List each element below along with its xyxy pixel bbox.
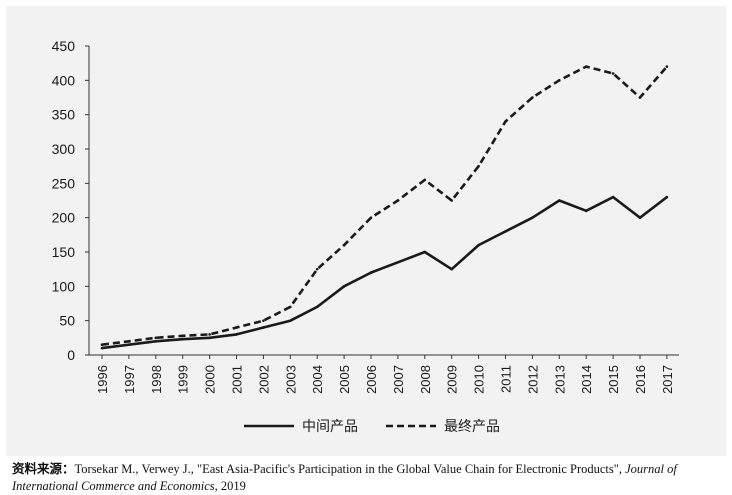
y-tick-label: 350 — [52, 107, 76, 123]
source-citation: Torsekar M., Verwey J., "East Asia-Pacif… — [74, 462, 622, 476]
data-point — [208, 336, 211, 340]
data-point — [235, 326, 238, 329]
x-tick-label: 2004 — [310, 365, 325, 394]
y-tick-label: 400 — [52, 72, 76, 88]
data-point — [584, 65, 588, 68]
data-point — [665, 195, 669, 199]
x-tick-label: 2003 — [283, 365, 298, 394]
x-tick-label: 2007 — [391, 365, 406, 394]
data-point — [262, 326, 265, 329]
x-tick-label: 2015 — [606, 365, 621, 394]
chart-panel: 0 50 100 150 200 250 300 350 400 450 1996 1997 1998 1… — [6, 6, 726, 456]
data-point — [315, 267, 319, 271]
data-point — [154, 336, 158, 340]
x-tick-label: 2001 — [230, 365, 245, 394]
data-point — [477, 164, 480, 168]
x-tick-label: 2016 — [633, 365, 648, 394]
data-point — [423, 178, 427, 182]
series-line-1 — [101, 195, 668, 350]
x-tick-label: 2006 — [364, 365, 379, 394]
data-point — [450, 267, 454, 271]
series-line-2 — [101, 65, 668, 346]
x-tick-label: 1996 — [95, 365, 110, 394]
data-point — [262, 319, 265, 322]
x-tick-label: 2013 — [552, 365, 567, 394]
x-tick-label: 1998 — [149, 365, 164, 394]
y-tick-label: 450 — [52, 38, 76, 54]
data-point — [100, 346, 104, 350]
data-point — [450, 199, 454, 202]
y-tick-label: 300 — [52, 141, 76, 157]
data-point — [558, 199, 561, 202]
x-tick-label: 1999 — [176, 365, 191, 394]
data-point — [369, 271, 373, 274]
data-point — [665, 65, 669, 68]
data-point — [289, 319, 292, 322]
data-point — [181, 334, 184, 338]
x-tick-label: 2014 — [579, 365, 594, 394]
data-point — [558, 79, 561, 82]
x-tick-label: 2011 — [499, 365, 514, 393]
legend-label-1: 中间产品 — [302, 419, 358, 435]
data-point — [611, 195, 615, 199]
data-point — [100, 343, 104, 347]
source-label: 资料来源： — [12, 462, 75, 476]
x-tick-label: 2000 — [203, 365, 218, 394]
data-point — [396, 261, 400, 264]
data-point — [531, 96, 534, 99]
x-tick-label: 2009 — [445, 365, 460, 394]
data-point — [127, 339, 131, 343]
data-point — [638, 216, 642, 219]
y-tick-label: 0 — [67, 347, 75, 363]
data-point — [315, 305, 319, 309]
data-point — [289, 305, 292, 309]
data-point — [531, 216, 534, 219]
y-tick-label: 200 — [52, 210, 76, 226]
data-point — [342, 243, 346, 247]
data-point — [504, 120, 507, 123]
data-point — [611, 72, 615, 75]
data-point — [369, 216, 373, 219]
source-year: , 2019 — [214, 479, 246, 493]
data-point — [154, 339, 158, 343]
legend-label-2: 最终产品 — [444, 419, 500, 435]
data-point — [181, 337, 184, 341]
x-tick-label: 1997 — [122, 365, 137, 394]
y-tick-label: 250 — [52, 175, 76, 191]
data-point — [127, 343, 131, 347]
y-tick-label: 50 — [59, 313, 75, 329]
data-point — [396, 199, 400, 202]
data-point — [504, 230, 507, 233]
data-point — [423, 250, 427, 254]
y-tick-label: 100 — [52, 278, 76, 294]
data-point — [477, 243, 480, 247]
data-point — [584, 209, 588, 213]
x-tick-label: 2008 — [418, 365, 433, 394]
x-tick-label: 2005 — [337, 365, 352, 394]
data-point — [208, 333, 211, 336]
data-point — [235, 333, 238, 336]
y-tick-label: 150 — [52, 244, 76, 260]
x-tick-label: 2002 — [256, 365, 271, 394]
x-tick-label: 2017 — [660, 365, 675, 394]
data-point — [638, 96, 642, 99]
x-tick-label: 2010 — [472, 365, 487, 394]
source-note: 资料来源：Torsekar M., Verwey J., "East Asia-… — [12, 461, 724, 495]
x-tick-label: 2012 — [525, 365, 540, 394]
data-point — [342, 285, 346, 288]
source-journal: Journal of International Commerce and Ec… — [12, 462, 677, 493]
line-chart: 0 50 100 150 200 250 300 350 400 450 1996 1997 1998 1… — [52, 38, 679, 435]
